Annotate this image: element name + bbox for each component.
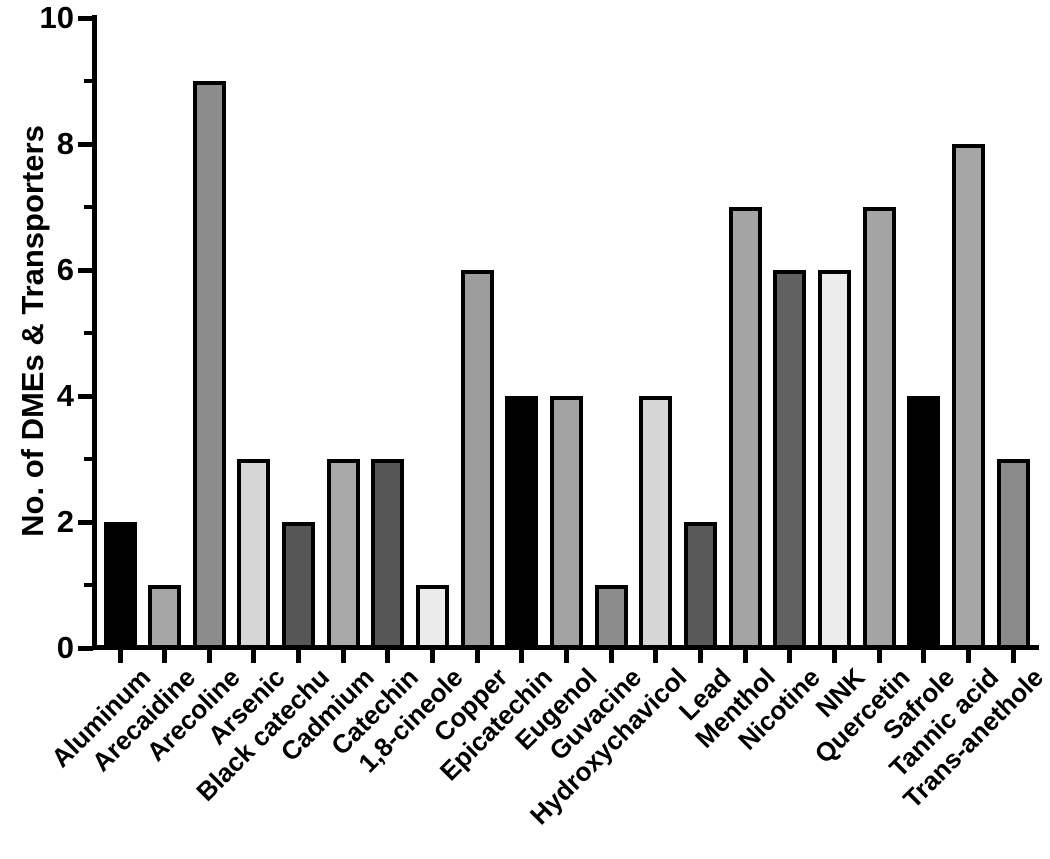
bar — [371, 459, 405, 650]
x-axis-tick — [474, 650, 480, 663]
x-axis-tick — [564, 650, 569, 663]
y-axis-minor-tick — [84, 79, 93, 83]
bar — [237, 459, 271, 650]
y-axis-tick-label: 10 — [39, 0, 74, 35]
y-axis-major-tick — [78, 267, 93, 273]
x-axis-line — [92, 645, 1039, 650]
y-axis-major-tick — [78, 519, 93, 525]
bar — [550, 396, 583, 650]
x-axis-tick — [921, 650, 927, 663]
y-axis-major-tick — [78, 393, 93, 399]
bar — [416, 585, 450, 650]
y-axis-tick-label: 2 — [56, 504, 74, 539]
bar — [683, 522, 717, 650]
bar — [773, 270, 807, 650]
y-axis-tick-label: 8 — [56, 126, 74, 161]
y-axis-minor-tick — [84, 205, 93, 209]
y-axis-major-tick — [78, 141, 93, 147]
bar — [728, 207, 762, 650]
x-axis-tick — [519, 650, 525, 663]
bar — [148, 585, 182, 650]
bar — [192, 81, 226, 650]
y-axis-tick-label: 6 — [56, 252, 74, 287]
x-axis-tick — [742, 650, 748, 663]
bar — [282, 522, 316, 650]
y-axis-minor-tick — [84, 457, 93, 461]
bar — [817, 270, 851, 650]
x-axis-tick — [340, 650, 346, 663]
y-axis-major-tick — [78, 645, 93, 651]
x-axis-tick — [162, 650, 168, 663]
x-axis-tick — [831, 650, 837, 663]
y-axis-minor-tick — [84, 583, 93, 587]
x-axis-tick — [206, 650, 212, 663]
bar — [951, 144, 985, 650]
y-axis-line — [92, 15, 97, 650]
x-axis-tick — [965, 650, 971, 663]
y-axis-title: No. of DMEs & Transporters — [15, 125, 50, 537]
x-axis-tick — [251, 650, 257, 663]
x-axis-tick — [1010, 650, 1016, 663]
bar — [326, 459, 360, 650]
bar — [103, 522, 137, 650]
y-axis-tick-label: 4 — [56, 378, 74, 413]
bar — [460, 270, 494, 650]
bar — [594, 585, 628, 650]
x-axis-tick — [430, 650, 436, 663]
x-axis-tick — [385, 650, 391, 663]
x-axis-tick — [117, 650, 123, 663]
x-axis-tick — [296, 650, 302, 663]
x-axis-tick — [653, 650, 659, 663]
x-axis-tick — [876, 650, 882, 663]
x-axis-tick — [608, 650, 614, 663]
bar — [505, 396, 539, 650]
x-axis-tick — [787, 650, 793, 663]
bar — [996, 459, 1030, 650]
bar — [862, 207, 896, 650]
y-axis-major-tick — [78, 15, 93, 21]
y-axis-tick-label: 0 — [56, 630, 74, 665]
x-axis-tick — [697, 650, 703, 663]
y-axis-minor-tick — [84, 331, 93, 335]
bar — [907, 396, 941, 650]
bar — [639, 396, 673, 650]
